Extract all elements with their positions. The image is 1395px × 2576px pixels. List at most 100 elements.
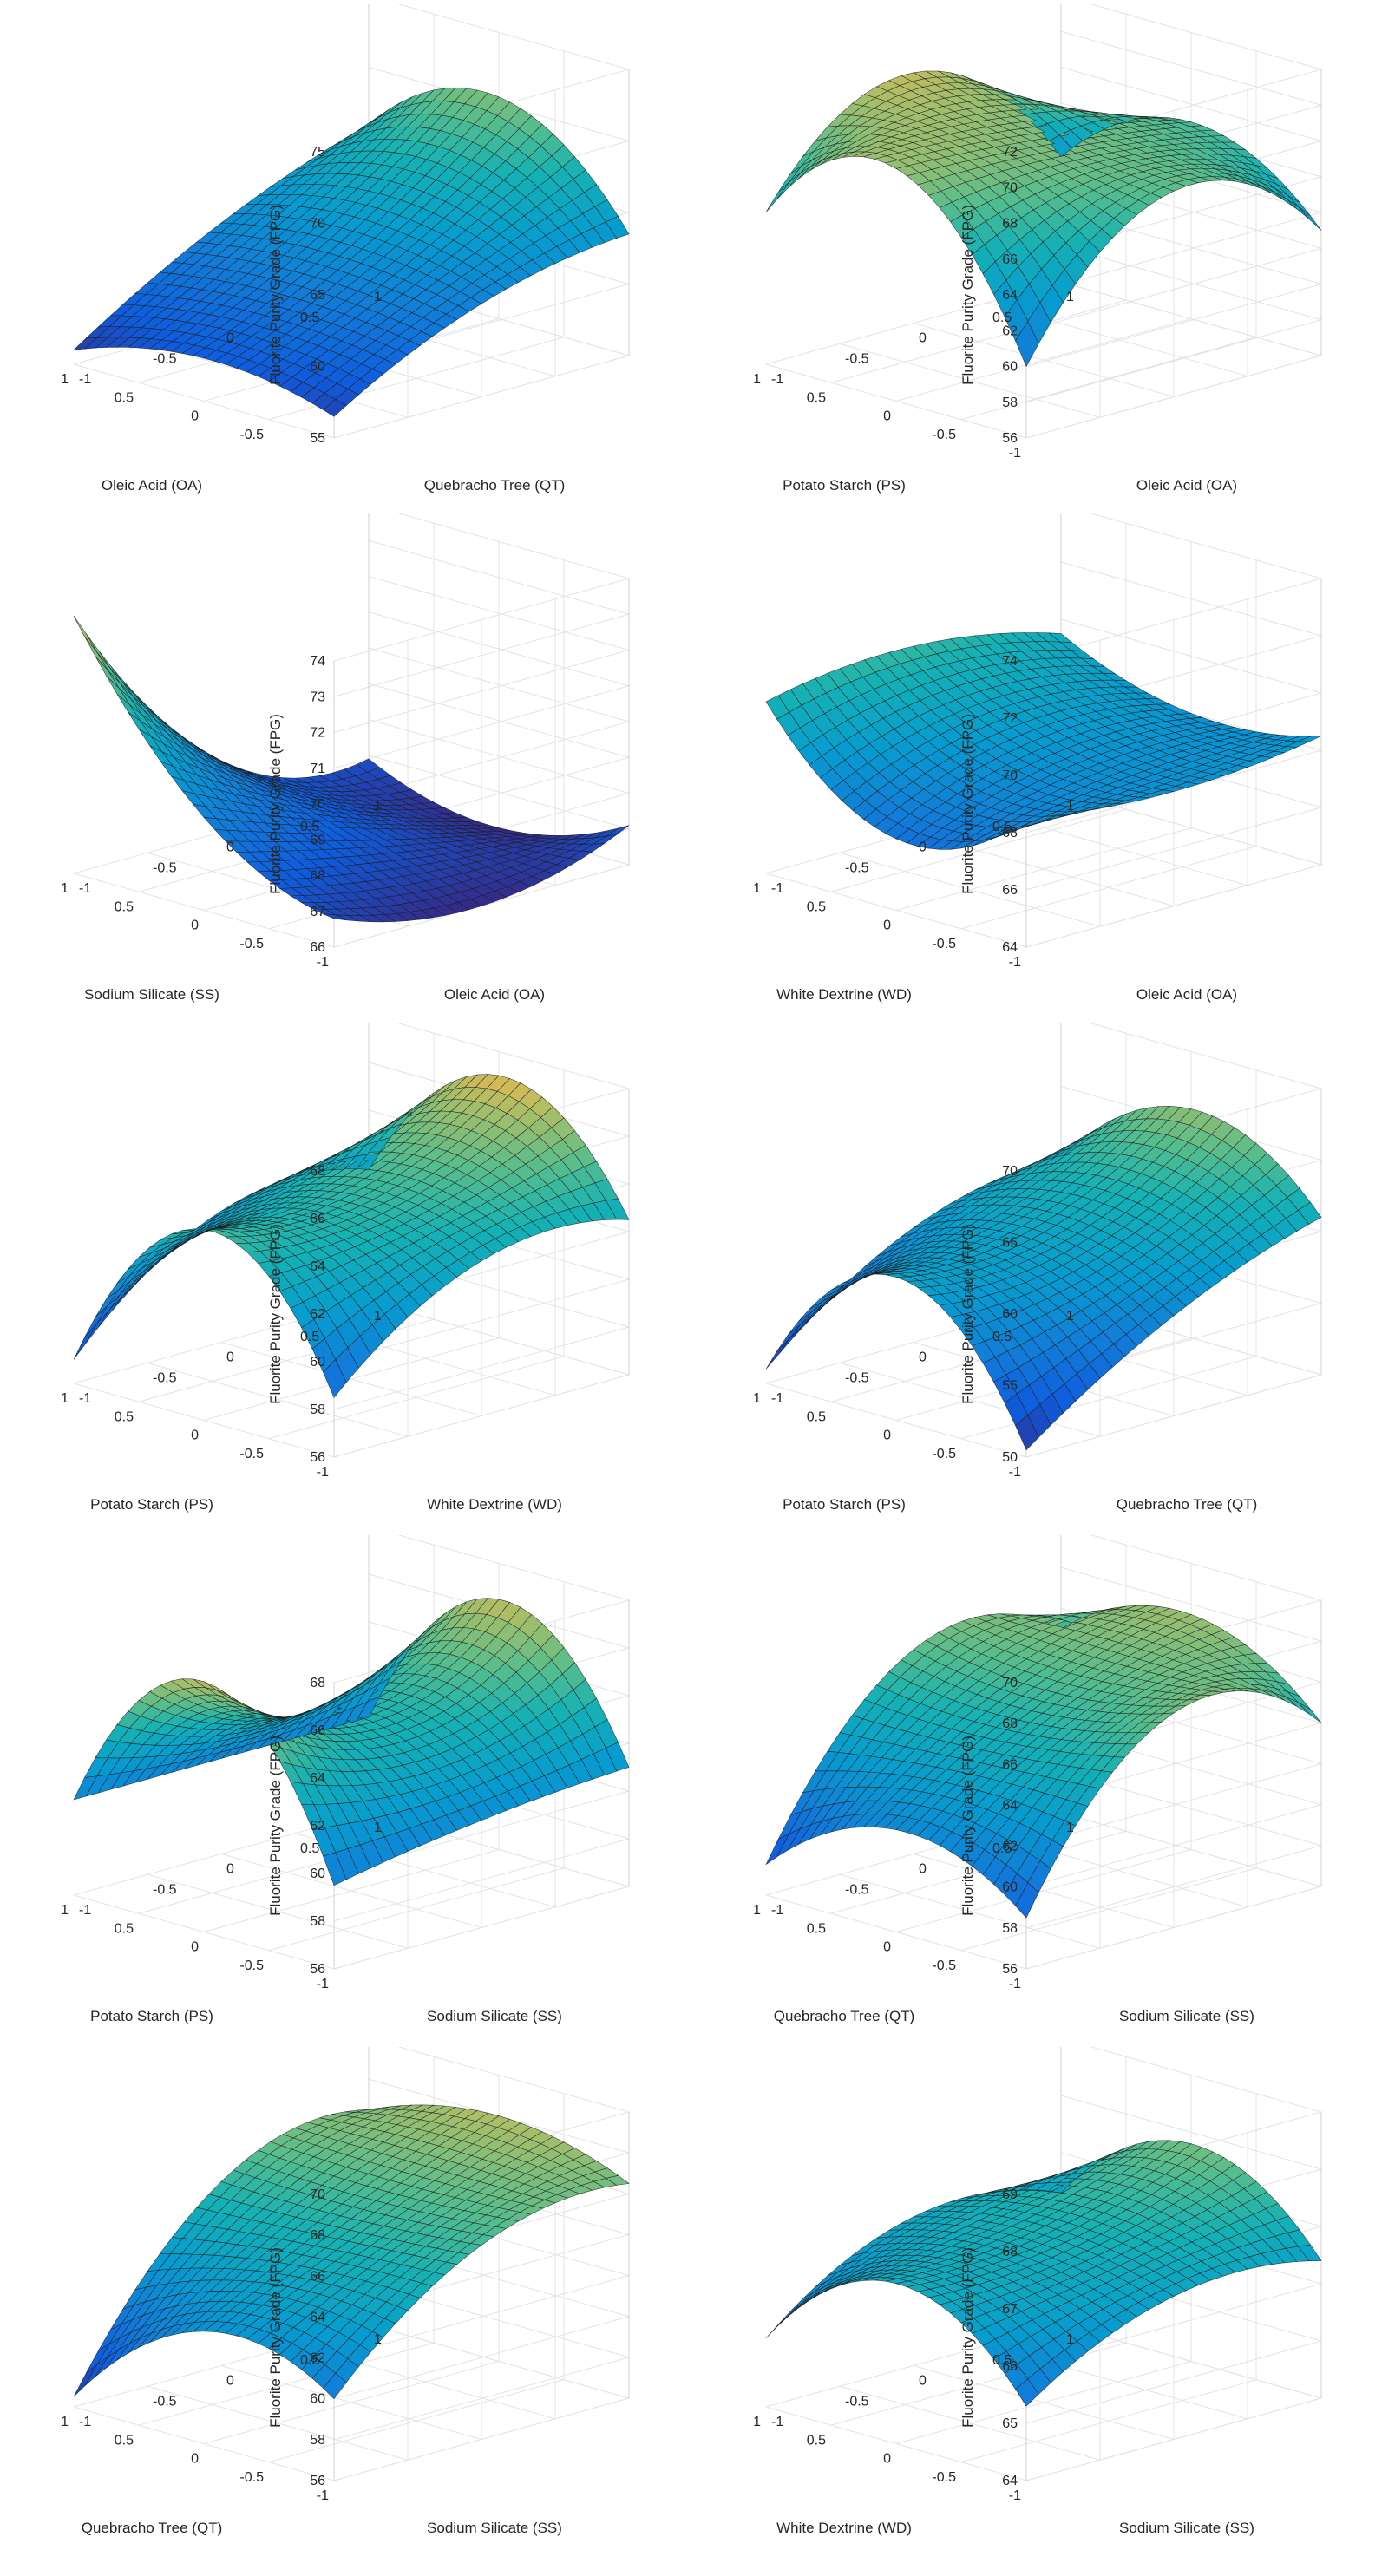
z-tick-label: 56 bbox=[310, 1962, 325, 1977]
z-tick-label: 70 bbox=[310, 217, 325, 232]
z-tick-label: 68 bbox=[1002, 826, 1018, 840]
surface-mesh bbox=[73, 615, 630, 923]
z-tick-label: 71 bbox=[310, 762, 325, 776]
x-tick-label: -0.5 bbox=[153, 1882, 177, 1897]
z-tick-label: 68 bbox=[1002, 217, 1018, 232]
x-tick-label: 0.5 bbox=[300, 820, 319, 834]
x-tick-label: 0 bbox=[226, 840, 234, 855]
x-tick-label: 0.5 bbox=[300, 311, 319, 325]
y-tick-label: 1 bbox=[61, 1391, 69, 1406]
y-axis-label: Oleic Acid (OA) bbox=[102, 477, 202, 494]
y-tick-label: 1 bbox=[61, 881, 69, 896]
surface-mesh bbox=[73, 87, 630, 417]
x-tick-label: 0.5 bbox=[992, 311, 1012, 325]
z-tick-label: 65 bbox=[1002, 1236, 1018, 1251]
surface-mesh bbox=[73, 1598, 630, 1886]
y-axis-label: Potato Starch (PS) bbox=[90, 2008, 213, 2024]
x-tick-label: 1 bbox=[1066, 799, 1074, 814]
x-tick-label: 0 bbox=[226, 1862, 234, 1877]
surface-patch bbox=[765, 695, 790, 720]
z-tick-label: 68 bbox=[310, 869, 325, 884]
z-tick-label: 72 bbox=[1002, 145, 1018, 160]
x-tick-label: -1 bbox=[771, 1391, 783, 1406]
floor-gridline bbox=[960, 846, 1257, 930]
floor-gridline bbox=[960, 1356, 1257, 1440]
x-axis-label: Oleic Acid (OA) bbox=[444, 986, 545, 1003]
y-tick-label: 0 bbox=[883, 409, 891, 424]
surface-patch bbox=[787, 1312, 811, 1336]
y-axis-label: Potato Starch (PS) bbox=[90, 1496, 213, 1513]
y-tick-label: 1 bbox=[753, 881, 761, 896]
y-tick-label: -0.5 bbox=[239, 937, 264, 951]
x-tick-label: -1 bbox=[771, 372, 783, 387]
z-tick-label: 74 bbox=[310, 654, 325, 669]
floor-gridline bbox=[1025, 355, 1322, 439]
surface-patch bbox=[84, 1305, 108, 1338]
y-tick-label: 0.5 bbox=[115, 390, 134, 405]
z-tick-label: 55 bbox=[1002, 1379, 1018, 1394]
y-tick-label: -1 bbox=[317, 1977, 329, 1991]
y-tick-label: 0 bbox=[191, 1940, 199, 1955]
z-tick-label: 66 bbox=[1002, 883, 1018, 898]
floor-gridline bbox=[203, 1849, 500, 1932]
z-tick-label: 60 bbox=[310, 1867, 325, 1881]
y-tick-label: -0.5 bbox=[239, 1958, 264, 1973]
z-tick-label: 56 bbox=[310, 1450, 325, 1465]
z-tick-label: 70 bbox=[310, 797, 325, 812]
z-tick-label: 70 bbox=[1002, 1164, 1018, 1179]
x-tick-label: -1 bbox=[771, 881, 783, 896]
surface-patch bbox=[84, 636, 108, 670]
y-tick-label: -0.5 bbox=[932, 937, 956, 951]
z-tick-label: 60 bbox=[1002, 1307, 1018, 1322]
x-tick-label: 0 bbox=[226, 1350, 234, 1365]
z-tick-label: 66 bbox=[310, 1212, 325, 1226]
z-tick-label: 67 bbox=[310, 905, 325, 919]
z-tick-label: 72 bbox=[310, 726, 325, 741]
z-axis-label: Fluorite Purity Grade (FPG) bbox=[267, 205, 284, 385]
z-tick-label: 56 bbox=[1002, 431, 1018, 446]
z-tick-label: 70 bbox=[1002, 768, 1018, 783]
floor-gridline bbox=[203, 1337, 500, 1421]
surface-patch bbox=[85, 633, 110, 668]
z-tick-label: 64 bbox=[310, 1259, 325, 1274]
x-tick-label: -1 bbox=[79, 1391, 91, 1406]
z-axis-label: Fluorite Purity Grade (FPG) bbox=[959, 714, 976, 894]
floor-gridline bbox=[960, 1867, 1257, 1952]
y-tick-label: 0.5 bbox=[115, 1921, 134, 1936]
surface-mesh bbox=[73, 1074, 630, 1398]
y-tick-label: -0.5 bbox=[932, 428, 956, 442]
surface-patch bbox=[73, 1323, 97, 1360]
x-tick-label: -0.5 bbox=[845, 860, 869, 875]
y-tick-label: 0.5 bbox=[807, 899, 826, 914]
y-axis-label: Potato Starch (PS) bbox=[783, 477, 906, 494]
x-tick-label: 0 bbox=[919, 1350, 927, 1365]
z-axis-label: Fluorite Purity Grade (FPG) bbox=[267, 1736, 284, 1916]
y-tick-label: -0.5 bbox=[239, 1447, 264, 1461]
floor-gridline bbox=[333, 1374, 630, 1458]
z-tick-label: 64 bbox=[310, 1771, 325, 1786]
y-tick-label: 1 bbox=[61, 372, 69, 387]
z-tick-label: 50 bbox=[1002, 1450, 1018, 1465]
z-tick-label: 60 bbox=[310, 360, 325, 375]
floor-gridline bbox=[1025, 864, 1322, 948]
z-axis-label: Fluorite Purity Grade (FPG) bbox=[959, 205, 976, 385]
surface-patch bbox=[765, 181, 789, 212]
surface-patch bbox=[73, 615, 97, 652]
x-tick-label: 0 bbox=[919, 840, 927, 855]
y-axis-label: White Dextrine (WD) bbox=[776, 986, 912, 1003]
x-tick-label: -1 bbox=[79, 372, 91, 387]
x-tick-label: -1 bbox=[79, 1903, 91, 1918]
surface-patch bbox=[839, 1272, 863, 1290]
floor-gridline bbox=[1025, 1886, 1322, 1970]
z-tick-label: 58 bbox=[1002, 396, 1018, 410]
x-tick-label: 0.5 bbox=[992, 1330, 1012, 1344]
floor-gridline bbox=[960, 337, 1257, 421]
floor-gridline bbox=[268, 1867, 565, 1952]
